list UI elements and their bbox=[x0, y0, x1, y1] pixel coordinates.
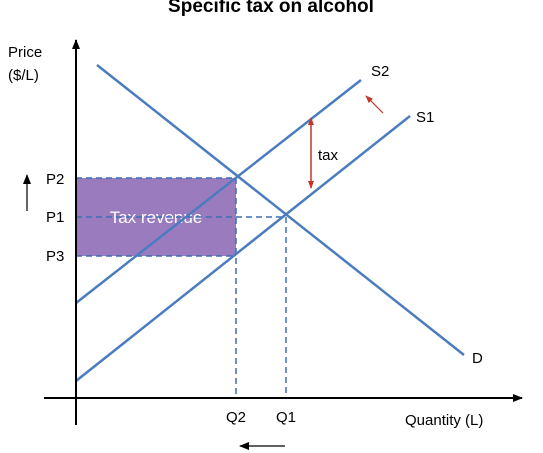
supply-shift-arrow bbox=[365, 95, 384, 114]
q1-label: Q1 bbox=[276, 409, 296, 426]
d-label: D bbox=[472, 350, 483, 367]
diagram-title: Specific tax on alcohol bbox=[168, 0, 374, 17]
q2-label: Q2 bbox=[226, 409, 246, 426]
y-axis-label-line1: Price bbox=[8, 44, 42, 61]
x-axis-label: Quantity (L) bbox=[405, 412, 483, 429]
demand-curve bbox=[96, 64, 465, 356]
p3-label: P3 bbox=[46, 248, 64, 265]
s2-label: S2 bbox=[371, 63, 389, 80]
guide-lines bbox=[76, 177, 287, 398]
s1-label: S1 bbox=[416, 109, 434, 126]
p1-label: P1 bbox=[46, 209, 64, 226]
supply-curve-s1 bbox=[75, 115, 411, 382]
y-axis-label-line2: ($/L) bbox=[8, 67, 39, 84]
tax-label: tax bbox=[318, 147, 339, 164]
p2-label: P2 bbox=[46, 171, 64, 188]
